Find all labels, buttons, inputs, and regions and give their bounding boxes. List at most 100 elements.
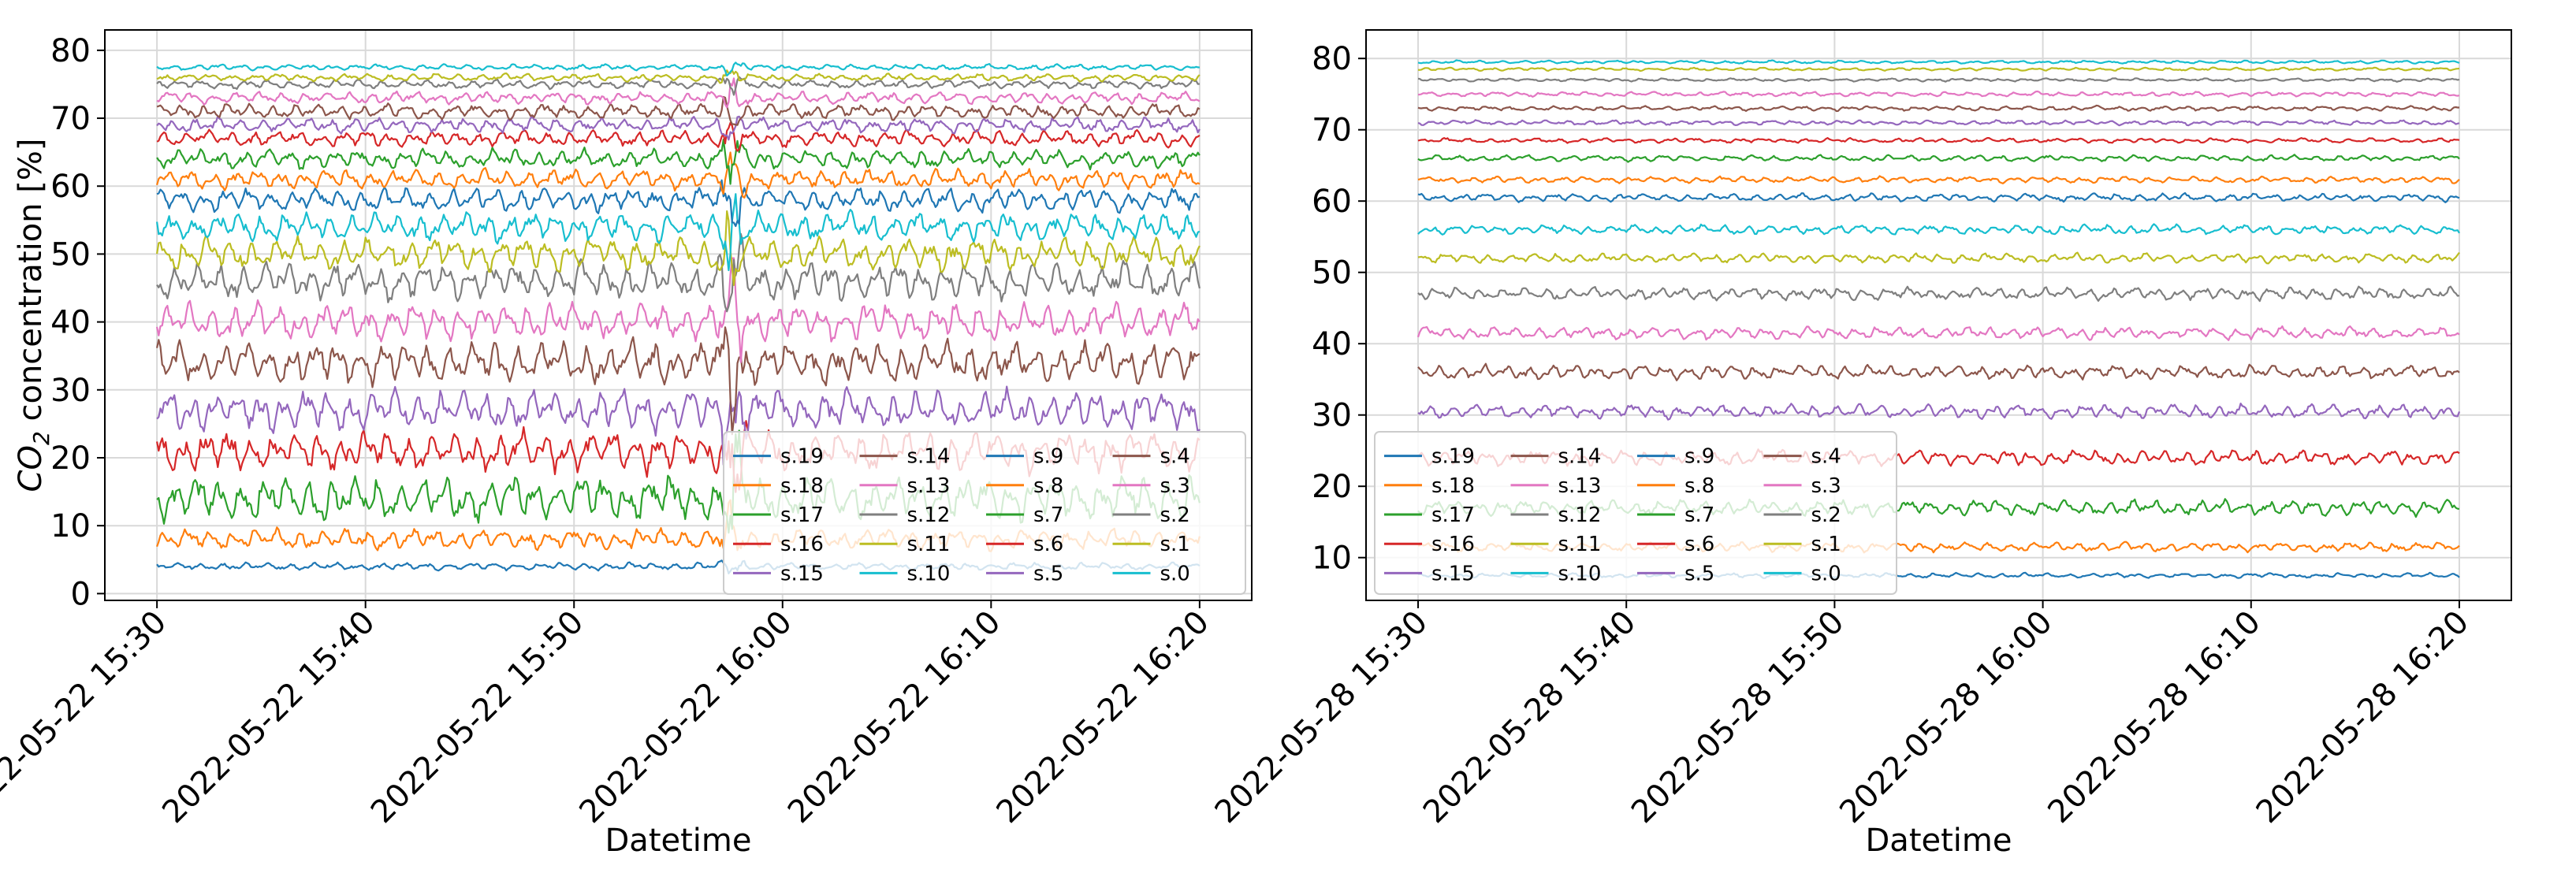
x-tick-label: 2022-05-22 15:30 — [0, 604, 173, 830]
legend-label: s.15 — [780, 562, 824, 585]
legend-label: s.15 — [1431, 562, 1475, 585]
x-tick-label: 2022-05-28 15:50 — [1625, 604, 1851, 830]
x-tick-label: 2022-05-22 16:20 — [990, 604, 1216, 830]
x-axis-label: Datetime — [605, 823, 752, 859]
y-tick-label: 50 — [50, 236, 91, 273]
legend-item-s-7: s.7 — [1637, 503, 1714, 527]
legend-item-s-11: s.11 — [859, 533, 951, 556]
legend-item-s-1: s.1 — [1112, 533, 1190, 556]
x-axis-label: Datetime — [1866, 823, 2012, 859]
legend-label: s.4 — [1160, 445, 1190, 469]
series-line-s-11 — [156, 210, 1201, 286]
legend-item-s-17: s.17 — [733, 503, 824, 527]
legend-item-s-14: s.14 — [1510, 445, 1601, 469]
series-line-s-15 — [156, 385, 1201, 466]
x-tick-label: 2022-05-28 16:00 — [1833, 604, 2059, 830]
legend-item-s-3: s.3 — [1763, 474, 1841, 498]
y-tick-label: 70 — [50, 101, 91, 137]
legend-label: s.12 — [907, 503, 951, 527]
legend-label: s.19 — [1431, 445, 1475, 469]
x-tick-label: 2022-05-22 16:10 — [781, 604, 1007, 830]
series-line-s-2 — [156, 76, 1200, 96]
axes-frame — [1365, 29, 2512, 601]
legend-label: s.5 — [1684, 562, 1714, 585]
legend-label: s.9 — [1033, 445, 1063, 469]
y-tick-label: 40 — [1312, 326, 1352, 362]
series-line-s-8 — [1417, 175, 2460, 184]
legend-item-s-0: s.0 — [1112, 562, 1190, 585]
legend-item-s-2: s.2 — [1763, 503, 1841, 527]
legend-item-s-19: s.19 — [733, 445, 824, 469]
legend-label: s.17 — [780, 503, 824, 527]
legend-item-s-7: s.7 — [986, 503, 1063, 527]
legend-label: s.16 — [1431, 533, 1475, 556]
legend-box — [1374, 431, 1897, 595]
series-line-s-4 — [1417, 104, 2459, 113]
legend-label: s.18 — [780, 474, 824, 498]
legend-label: s.10 — [907, 562, 951, 585]
legend-label: s.18 — [1431, 474, 1475, 498]
legend-label: s.13 — [907, 474, 951, 498]
x-tick-label: 2022-05-28 16:10 — [2041, 604, 2267, 830]
legend-label: s.11 — [907, 533, 951, 556]
y-tick-label: 20 — [1312, 469, 1352, 505]
legend-label: s.1 — [1160, 533, 1190, 556]
y-tick-label: 60 — [1312, 184, 1352, 220]
series-line-s-14 — [156, 326, 1201, 436]
series-line-s-14 — [1417, 362, 2460, 381]
legend-item-s-8: s.8 — [1637, 474, 1714, 498]
legend-item-s-18: s.18 — [733, 474, 824, 498]
y-tick-label: 10 — [50, 508, 91, 544]
x-tick-label: 2022-05-22 15:50 — [364, 604, 590, 830]
legend-label: s.6 — [1684, 533, 1714, 556]
legend-item-s-16: s.16 — [1384, 533, 1475, 556]
series-line-s-0 — [1417, 59, 2460, 65]
series-lines — [156, 61, 1201, 575]
series-line-s-13 — [156, 257, 1201, 363]
series-line-s-12 — [156, 232, 1201, 313]
y-axis-label: CO2 concentration [%] — [13, 139, 54, 492]
series-line-s-1 — [156, 69, 1201, 84]
y-tick-label: 30 — [50, 373, 91, 409]
legend-label: s.3 — [1811, 474, 1841, 498]
legend-label: s.0 — [1160, 562, 1190, 585]
x-tick-label: 2022-05-22 16:00 — [572, 604, 798, 830]
legend-item-s-6: s.6 — [1637, 533, 1714, 556]
legend-label: s.1 — [1811, 533, 1841, 556]
axes-frame — [104, 29, 1253, 601]
legend-label: s.17 — [1431, 503, 1475, 527]
legend-label: s.5 — [1033, 562, 1063, 585]
series-line-s-7 — [1417, 154, 2460, 163]
legend-label: s.12 — [1558, 503, 1602, 527]
series-line-s-3 — [156, 77, 1201, 109]
legend-label: s.19 — [780, 445, 824, 469]
y-tick-label: 80 — [50, 33, 91, 69]
y-tick-label: 30 — [1312, 398, 1352, 434]
legend-item-s-15: s.15 — [1384, 562, 1475, 585]
legend-item-s-0: s.0 — [1763, 562, 1841, 585]
series-line-s-11 — [1417, 251, 2460, 265]
legend-item-s-4: s.4 — [1763, 445, 1841, 469]
series-line-s-1 — [1417, 66, 2460, 72]
legend-item-s-14: s.14 — [859, 445, 951, 469]
y-axis: 10 20 30 40 50 60 70 80 — [1312, 41, 1366, 577]
series-line-s-8 — [156, 151, 1201, 199]
legend: s.19 s.18 s.17 s.16 s.15 s.14 s.13 s.12 s.11 s.10… — [723, 431, 1246, 595]
legend-label: s.0 — [1811, 562, 1841, 585]
legend-label: s.14 — [907, 445, 951, 469]
legend-label: s.8 — [1684, 474, 1714, 498]
series-line-s-6 — [1417, 137, 2460, 144]
legend-box — [723, 431, 1246, 595]
legend-item-s-3: s.3 — [1112, 474, 1190, 498]
series-line-s-6 — [156, 121, 1201, 152]
legend-label: s.4 — [1811, 445, 1841, 469]
legend-item-s-11: s.11 — [1510, 533, 1601, 556]
legend-item-s-1: s.1 — [1763, 533, 1841, 556]
legend-item-s-17: s.17 — [1384, 503, 1475, 527]
legend-item-s-4: s.4 — [1112, 445, 1190, 469]
series-line-s-9 — [156, 179, 1201, 228]
series-line-s-12 — [1417, 285, 2460, 303]
